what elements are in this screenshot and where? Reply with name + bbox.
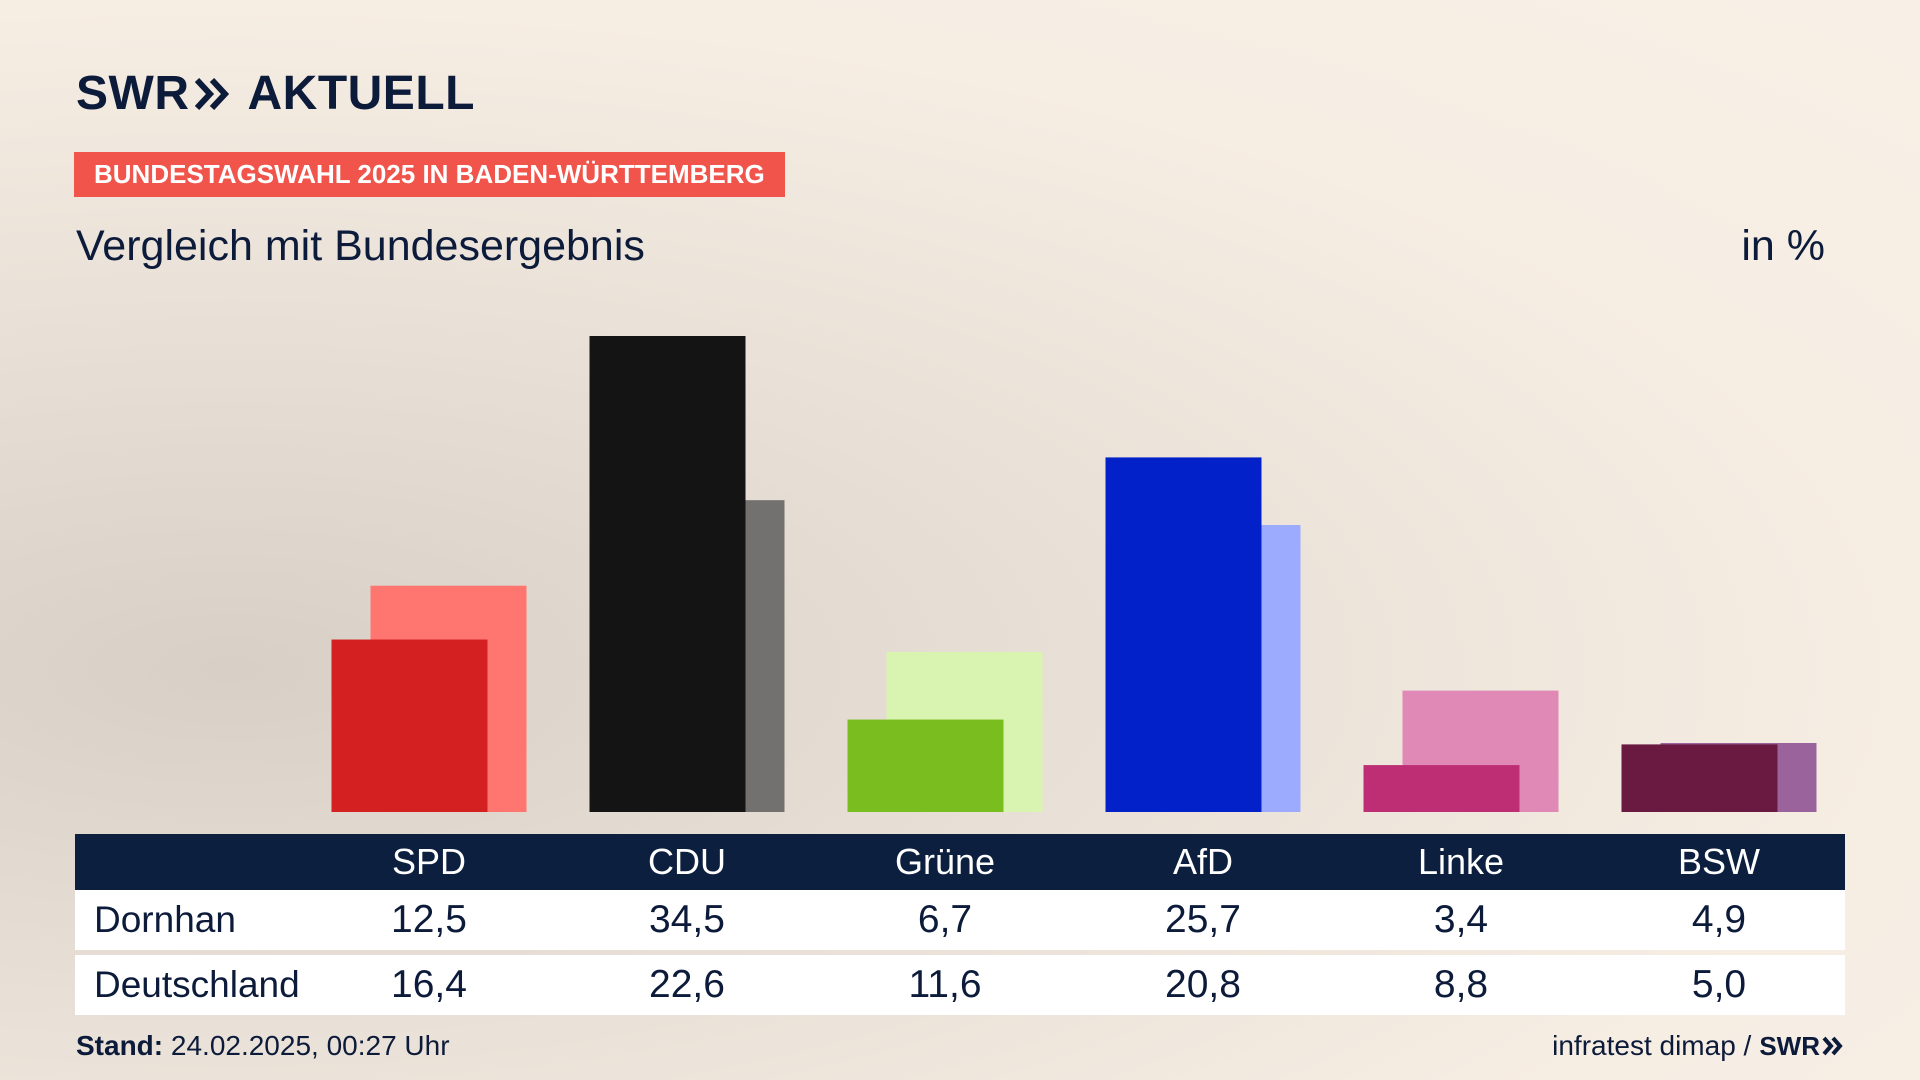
cell-deutschland-cdu: 22,6 <box>649 963 725 1006</box>
bar-chart <box>331 336 1817 812</box>
bar-bsw-dornhan <box>1621 744 1778 812</box>
bar-grüne-dornhan <box>847 719 1004 812</box>
cell-dornhan-grüne: 6,7 <box>917 898 973 941</box>
bar-cdu-dornhan <box>589 336 746 812</box>
stand-value: 24.02.2025, 00:27 Uhr <box>170 1030 450 1061</box>
bar-afd-dornhan <box>1105 457 1262 812</box>
cell-dornhan-afd: 25,7 <box>1165 898 1241 941</box>
header-cdu: CDU <box>648 841 726 882</box>
timestamp: Stand: 24.02.2025, 00:27 Uhr <box>76 1030 450 1062</box>
header-afd: AfD <box>1172 841 1234 882</box>
chart-subtitle: Vergleich mit Bundesergebnis <box>76 222 645 270</box>
table-row-dornhan: Dornhan 12,5 34,5 6,7 25,7 3,4 4,9 <box>75 890 1845 950</box>
election-tag: BUNDESTAGSWAHL 2025 IN BADEN-WÜRTTEMBERG <box>74 152 785 197</box>
cell-deutschland-bsw: 5,0 <box>1691 963 1747 1006</box>
stand-label: Stand: <box>76 1030 164 1061</box>
row-label-dornhan: Dornhan <box>94 899 236 940</box>
bar-linke-dornhan <box>1363 765 1520 812</box>
cell-deutschland-spd: 16,4 <box>391 963 467 1006</box>
cell-dornhan-spd: 12,5 <box>391 898 467 941</box>
cell-deutschland-linke: 8,8 <box>1433 963 1489 1006</box>
logo-text-swr: SWR <box>76 67 190 120</box>
results-table: SPD CDU Grüne AfD Linke BSW Dornhan 12,5 34,5 6… <box>75 834 1845 1015</box>
footer-swr-logo: SWR <box>1759 1030 1820 1061</box>
double-chevron-icon <box>195 77 230 110</box>
table-header-row: SPD CDU Grüne AfD Linke BSW <box>75 834 1845 890</box>
header-bsw: BSW <box>1677 841 1761 882</box>
header-linke: Linke <box>1417 841 1505 882</box>
cell-dornhan-cdu: 34,5 <box>649 898 725 941</box>
table-row-deutschland: Deutschland 16,4 22,6 11,6 20,8 8,8 5,0 <box>75 955 1845 1015</box>
bar-spd-dornhan <box>331 639 488 812</box>
source-text: infratest dimap / <box>1552 1030 1752 1061</box>
cell-deutschland-afd: 20,8 <box>1165 963 1241 1006</box>
header-spd: SPD <box>391 841 467 882</box>
cell-dornhan-linke: 3,4 <box>1433 898 1489 941</box>
header-grüne: Grüne <box>894 841 996 882</box>
cell-dornhan-bsw: 4,9 <box>1691 898 1747 941</box>
row-label-deutschland: Deutschland <box>94 964 300 1005</box>
source-credit: infratest dimap / SWR <box>1552 1030 1844 1062</box>
footer-chevron-icon <box>1822 1036 1843 1056</box>
unit-label: in % <box>1741 222 1825 270</box>
swr-aktuell-logo: SWR AKTUELL <box>76 66 475 121</box>
logo-text-aktuell: AKTUELL <box>247 67 475 120</box>
cell-deutschland-grüne: 11,6 <box>908 963 982 1006</box>
